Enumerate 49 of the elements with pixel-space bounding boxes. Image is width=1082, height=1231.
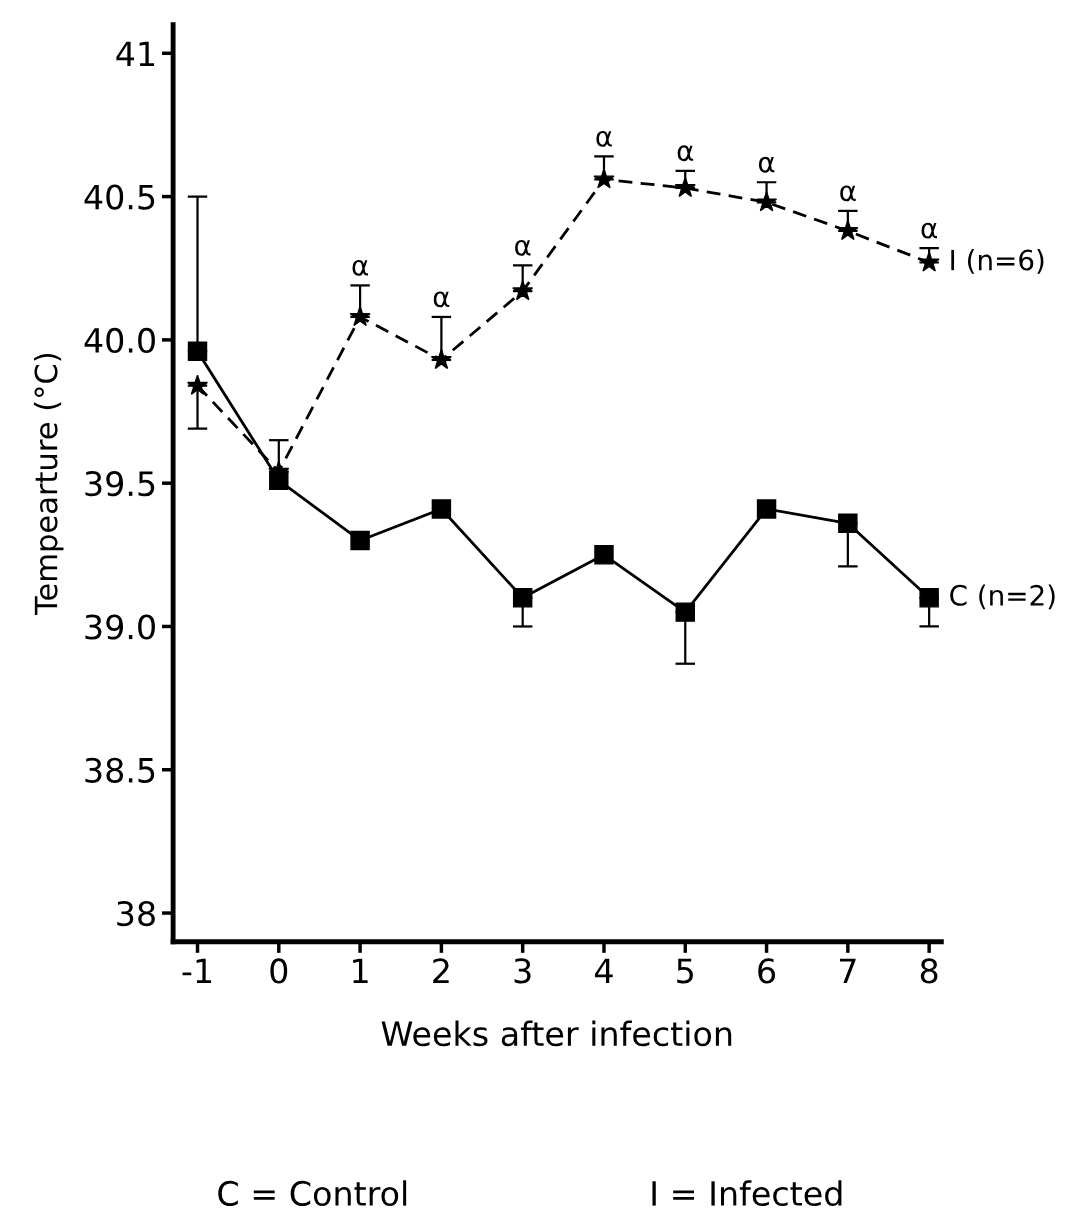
annotation: α	[515, 239, 531, 256]
y-tick-label: 39.5	[85, 471, 155, 497]
annotation: α	[596, 130, 612, 147]
x-tick-label: 1	[353, 958, 368, 984]
x-tick-label: 2	[433, 958, 449, 984]
text: I = Infected	[652, 1180, 842, 1207]
point	[919, 588, 939, 608]
series-label: I (n=6)	[951, 249, 1044, 274]
point	[594, 545, 614, 565]
y-tick-label: 40.5	[84, 184, 155, 210]
point	[512, 588, 533, 608]
x-tick-label: 4	[595, 958, 613, 984]
point	[186, 374, 209, 395]
x-tick-label: 3	[514, 958, 531, 984]
point	[755, 191, 778, 212]
y-tick-label: 40.0	[84, 327, 155, 354]
x-tick-label: -1	[182, 958, 212, 984]
annotation: α	[352, 259, 368, 276]
annotation: α	[433, 291, 450, 308]
point	[837, 219, 859, 241]
point	[838, 513, 858, 534]
y-axis-title: Tempearture (°C)	[33, 353, 64, 616]
annotation: α	[921, 222, 937, 239]
x-tick-label: 8	[920, 958, 938, 984]
point	[674, 176, 696, 198]
x-tick-label: 6	[758, 958, 776, 984]
point	[431, 499, 452, 519]
point	[350, 530, 370, 551]
point	[593, 168, 615, 189]
y-tick-label: 38	[117, 900, 155, 927]
y-tick-label: 39.0	[85, 614, 155, 640]
point	[430, 348, 452, 370]
x-tick-label: 5	[677, 958, 693, 984]
point	[349, 305, 371, 327]
point	[918, 251, 940, 272]
x-tick-label: 0	[270, 958, 288, 984]
x-axis-title: Weeks after infection	[381, 1020, 732, 1047]
point	[187, 341, 208, 362]
series-label: C (n=2)	[950, 584, 1055, 610]
point	[675, 602, 695, 622]
x-tick-label: 7	[839, 958, 856, 984]
y-tick-label: 41	[116, 41, 155, 66]
annotation: α	[677, 145, 694, 162]
point	[512, 280, 534, 301]
point	[756, 499, 777, 519]
y-tick-label: 38.5	[85, 757, 155, 783]
annotation: α	[840, 185, 856, 202]
annotation: α	[758, 156, 775, 173]
text: C = Control	[218, 1180, 407, 1207]
